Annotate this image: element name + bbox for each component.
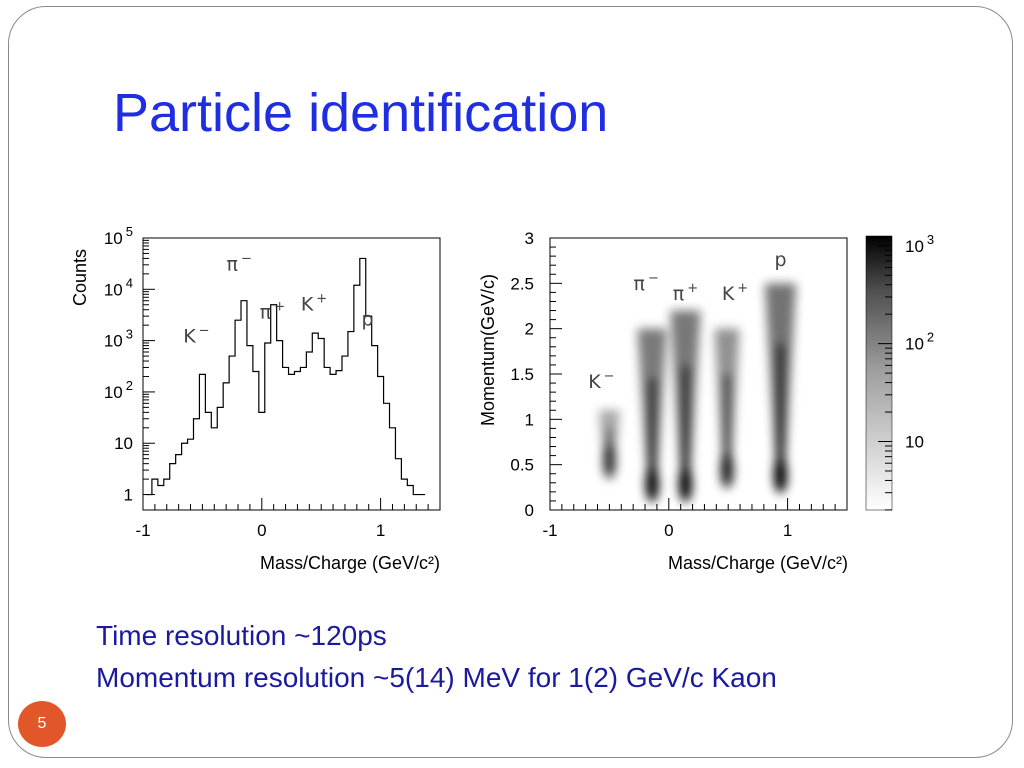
heatmap-y-tick-label: 1 bbox=[525, 410, 534, 429]
heatmap-band-spine bbox=[649, 378, 656, 489]
histogram-y-tick-label: 10 4 bbox=[104, 275, 133, 299]
histogram-x-axis-title: Mass/Charge (GeV/c²) bbox=[260, 553, 440, 573]
slide-frame bbox=[8, 6, 1013, 758]
heatmap-y-tick-label: 0 bbox=[525, 501, 534, 520]
colorbar-tick-label: 10 3 bbox=[905, 232, 934, 256]
page-number-badge: 5 bbox=[18, 701, 66, 747]
heatmap-y-tick-label: 1.5 bbox=[510, 365, 534, 384]
histogram-x-tick-label: 1 bbox=[376, 521, 385, 540]
histogram-y-tick-label: 1 bbox=[124, 486, 133, 505]
histogram-y-tick-label: 10 bbox=[114, 434, 133, 453]
heatmap-y-tick-label: 3 bbox=[525, 229, 534, 248]
heatmap-band bbox=[764, 283, 797, 494]
histogram-y-axis-title: Counts bbox=[70, 249, 90, 306]
histogram-x-tick-label: 0 bbox=[257, 521, 266, 540]
histogram-x-ticks: -1 0 1 bbox=[135, 498, 441, 540]
heatmap-band bbox=[598, 410, 620, 480]
heatmap-band bbox=[670, 310, 701, 503]
histogram-annotations: K − π − π + K + p bbox=[183, 252, 373, 348]
histogram-peak-label: K − bbox=[183, 323, 209, 347]
heatmap-y-tick-label: 2 bbox=[525, 320, 534, 339]
heatmap-band-label: π − bbox=[633, 271, 658, 295]
histogram-y-tick-label: 10 3 bbox=[104, 327, 133, 351]
heatmap-bands bbox=[598, 283, 797, 503]
heatmap-band-label: K + bbox=[722, 281, 748, 305]
heatmap-chart: 0 0.5 1 1.5 2 2.5 3 -1 0 1 K − π − π + K + p Mass/Charge… bbox=[478, 229, 934, 573]
histogram-y-tick-label: 10 5 bbox=[104, 224, 133, 248]
heatmap-band bbox=[637, 328, 667, 503]
heatmap-band-label: K − bbox=[588, 369, 614, 393]
histogram-series-line bbox=[145, 257, 426, 496]
heatmap-y-tick-label: 0.5 bbox=[510, 456, 534, 475]
slide-title: Particle identification bbox=[113, 83, 609, 143]
caption-momentum-resolution: Momentum resolution ~5(14) MeV for 1(2) … bbox=[96, 662, 777, 693]
heatmap-annotations: K − π − π + K + p bbox=[588, 249, 786, 393]
heatmap-y-axis-title: Momentum(GeV/c) bbox=[478, 274, 498, 426]
histogram-x-tick-label: -1 bbox=[135, 521, 150, 540]
heatmap-band-spine bbox=[682, 366, 689, 488]
histogram-plot-frame bbox=[142, 237, 441, 511]
colorbar-tick-label: 10 2 bbox=[905, 330, 934, 354]
heatmap-band bbox=[714, 328, 740, 489]
heatmap-x-tick-label: 1 bbox=[783, 521, 792, 540]
heatmap-band-label: p bbox=[774, 249, 786, 271]
heatmap-x-tick-label: 0 bbox=[664, 521, 673, 540]
heatmap-y-ticks: 0 0.5 1 1.5 2 2.5 3 bbox=[510, 229, 562, 520]
histogram-peak-label: π − bbox=[226, 252, 251, 276]
heatmap-band-label: π + bbox=[673, 281, 698, 305]
histogram-peak-label: p bbox=[361, 309, 373, 331]
histogram-peak-label: π + bbox=[260, 300, 285, 324]
caption-time-resolution: Time resolution ~120ps bbox=[96, 620, 387, 651]
heatmap-x-tick-label: -1 bbox=[542, 521, 557, 540]
heatmap-y-tick-label: 2.5 bbox=[510, 274, 534, 293]
colorbar-tick-label: 10 bbox=[905, 433, 924, 452]
heatmap-band-spine bbox=[606, 429, 613, 471]
histogram-y-tick-label: 10 2 bbox=[104, 378, 133, 402]
heatmap-x-ticks: -1 0 1 bbox=[542, 498, 848, 540]
histogram-peak-label: K + bbox=[301, 291, 327, 315]
heatmap-band-spine bbox=[724, 374, 731, 476]
heatmap-x-axis-title: Mass/Charge (GeV/c²) bbox=[668, 553, 848, 573]
heatmap-band-spine bbox=[777, 344, 784, 478]
